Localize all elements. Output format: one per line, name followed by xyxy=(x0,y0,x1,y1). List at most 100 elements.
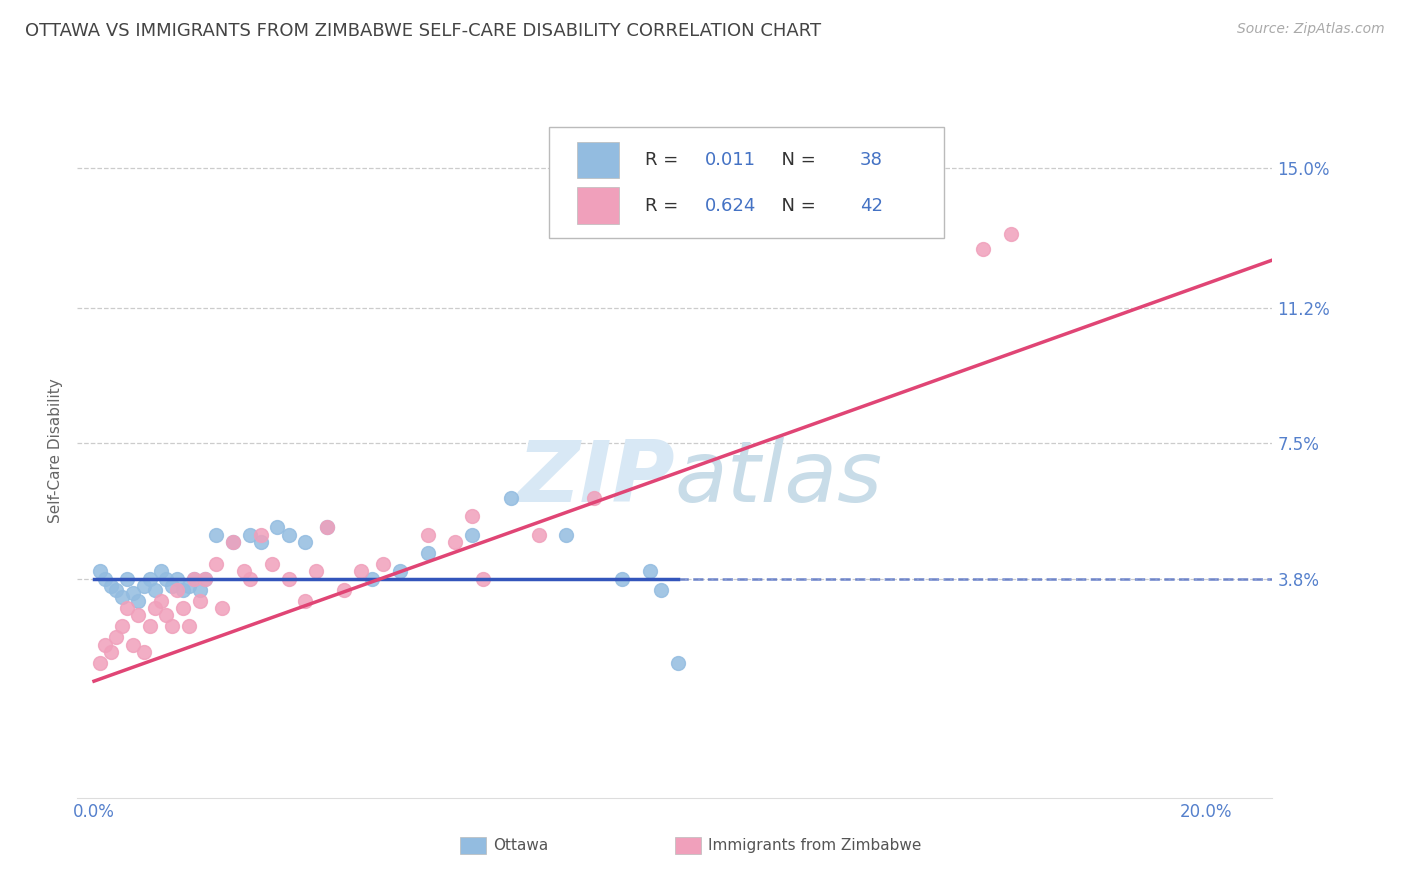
Text: 42: 42 xyxy=(860,196,883,215)
Text: atlas: atlas xyxy=(675,437,883,520)
Point xyxy=(105,630,128,644)
Point xyxy=(155,572,177,586)
Point xyxy=(149,593,172,607)
Bar xyxy=(675,837,702,855)
Point xyxy=(972,242,994,256)
Point xyxy=(472,572,495,586)
Point xyxy=(149,564,172,578)
Point xyxy=(100,579,122,593)
Bar xyxy=(576,142,619,178)
Point xyxy=(183,572,205,586)
Point xyxy=(205,557,228,571)
Point xyxy=(205,527,228,541)
Point xyxy=(160,579,183,593)
Point xyxy=(277,572,299,586)
Point xyxy=(316,520,339,534)
Point xyxy=(194,572,217,586)
Y-axis label: Self-Care Disability: Self-Care Disability xyxy=(48,378,63,523)
Point xyxy=(94,572,117,586)
Point xyxy=(117,601,139,615)
Point xyxy=(132,645,155,659)
Text: 0.011: 0.011 xyxy=(704,151,756,169)
Point xyxy=(361,572,384,586)
Point xyxy=(100,645,122,659)
Point xyxy=(211,601,233,615)
Point xyxy=(294,535,316,549)
Point xyxy=(444,535,467,549)
Point xyxy=(143,582,166,597)
Point xyxy=(105,582,128,597)
Point xyxy=(122,586,145,600)
Point xyxy=(239,527,262,541)
Point xyxy=(143,601,166,615)
Point xyxy=(260,557,283,571)
Point xyxy=(416,546,439,560)
Point xyxy=(138,619,160,633)
Text: ZIP: ZIP xyxy=(517,437,675,520)
Point xyxy=(610,572,633,586)
Point xyxy=(138,572,160,586)
Point xyxy=(94,638,117,652)
Point xyxy=(333,582,356,597)
Point xyxy=(222,535,245,549)
Point xyxy=(416,527,439,541)
Point xyxy=(222,535,245,549)
Point xyxy=(388,564,411,578)
Point xyxy=(166,582,188,597)
Point xyxy=(160,619,183,633)
Point xyxy=(111,590,134,604)
Point xyxy=(461,527,484,541)
Point xyxy=(117,572,139,586)
Text: Source: ZipAtlas.com: Source: ZipAtlas.com xyxy=(1237,22,1385,37)
Text: N =: N = xyxy=(770,196,823,215)
Bar xyxy=(576,187,619,224)
Point xyxy=(194,572,217,586)
Point xyxy=(89,656,111,670)
Point xyxy=(555,527,578,541)
Text: Immigrants from Zimbabwe: Immigrants from Zimbabwe xyxy=(709,838,922,853)
Point xyxy=(249,527,271,541)
Point xyxy=(666,656,689,670)
Point xyxy=(166,572,188,586)
Point xyxy=(122,638,145,652)
Point xyxy=(294,593,316,607)
Text: N =: N = xyxy=(770,151,823,169)
Point xyxy=(266,520,288,534)
Text: 0.624: 0.624 xyxy=(704,196,756,215)
FancyBboxPatch shape xyxy=(550,127,943,238)
Point xyxy=(172,601,194,615)
Point xyxy=(127,608,149,623)
Point xyxy=(583,491,606,505)
Text: Ottawa: Ottawa xyxy=(494,838,548,853)
Point xyxy=(233,564,256,578)
Point xyxy=(188,593,211,607)
Point xyxy=(89,564,111,578)
Point xyxy=(527,527,550,541)
Text: 38: 38 xyxy=(860,151,883,169)
Point xyxy=(371,557,394,571)
Point xyxy=(127,593,149,607)
Text: OTTAWA VS IMMIGRANTS FROM ZIMBABWE SELF-CARE DISABILITY CORRELATION CHART: OTTAWA VS IMMIGRANTS FROM ZIMBABWE SELF-… xyxy=(25,22,821,40)
Point xyxy=(183,572,205,586)
Point xyxy=(305,564,328,578)
Point xyxy=(132,579,155,593)
Point xyxy=(177,579,200,593)
Point xyxy=(350,564,373,578)
Point xyxy=(172,582,194,597)
Point xyxy=(316,520,339,534)
Point xyxy=(461,509,484,524)
Point xyxy=(155,608,177,623)
Text: R =: R = xyxy=(645,196,683,215)
Point xyxy=(1000,227,1022,242)
Point xyxy=(499,491,522,505)
Point xyxy=(111,619,134,633)
Point xyxy=(249,535,271,549)
Point xyxy=(650,582,672,597)
Point xyxy=(277,527,299,541)
Bar xyxy=(460,837,486,855)
Point xyxy=(188,582,211,597)
Point xyxy=(177,619,200,633)
Text: R =: R = xyxy=(645,151,683,169)
Point xyxy=(239,572,262,586)
Point xyxy=(638,564,661,578)
